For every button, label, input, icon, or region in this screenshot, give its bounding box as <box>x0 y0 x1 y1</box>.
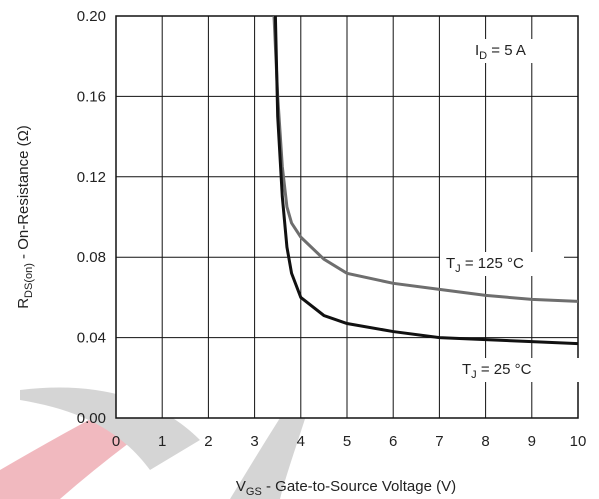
series-label-part: T <box>462 361 471 378</box>
series-label-part: = 25 °C <box>477 361 532 378</box>
series-line <box>273 15 579 346</box>
x-tick-label: 2 <box>204 433 212 450</box>
x-tick-label: 10 <box>570 433 587 450</box>
y-tick-label: 0.20 <box>77 8 106 25</box>
series-label: TJ = 125 °C <box>446 255 524 275</box>
x-tick-label: 8 <box>481 433 489 450</box>
y-axis-label: RDS(on) - On-Resistance (Ω) <box>15 125 35 309</box>
y-tick-label: 0.12 <box>77 169 106 186</box>
x-tick-label: 0 <box>112 433 120 450</box>
series-label-part: = 125 °C <box>461 255 524 272</box>
annotation-part: D <box>479 50 487 62</box>
y-tick-label: 0.00 <box>77 410 106 427</box>
annotation-bg <box>469 39 547 63</box>
series-label-part: T <box>446 255 455 272</box>
x-tick-label: 7 <box>435 433 443 450</box>
x-tick-label: 3 <box>250 433 258 450</box>
y-tick-label: 0.04 <box>77 330 106 347</box>
series-label-part: J <box>471 369 477 381</box>
x-tick-label: 6 <box>389 433 397 450</box>
y-tick-label: 0.08 <box>77 249 106 266</box>
series-label: TJ = 25 °C <box>462 361 532 381</box>
annotation-part: = 5 A <box>487 42 526 59</box>
annotation: ID = 5 A <box>475 42 526 62</box>
x-tick-label: 5 <box>343 433 351 450</box>
y-tick-label: 0.16 <box>77 88 106 105</box>
annotation-part: I <box>475 42 479 59</box>
x-axis-label: VGS - Gate-to-Source Voltage (V) <box>236 478 456 498</box>
series-label-part: J <box>455 263 461 275</box>
series-line <box>272 15 579 303</box>
x-tick-label: 4 <box>297 433 305 450</box>
x-tick-label: 1 <box>158 433 166 450</box>
plot-frame <box>115 15 579 419</box>
x-tick-label: 9 <box>528 433 536 450</box>
series-label-bg <box>440 252 564 276</box>
series-label-bg <box>456 358 580 382</box>
